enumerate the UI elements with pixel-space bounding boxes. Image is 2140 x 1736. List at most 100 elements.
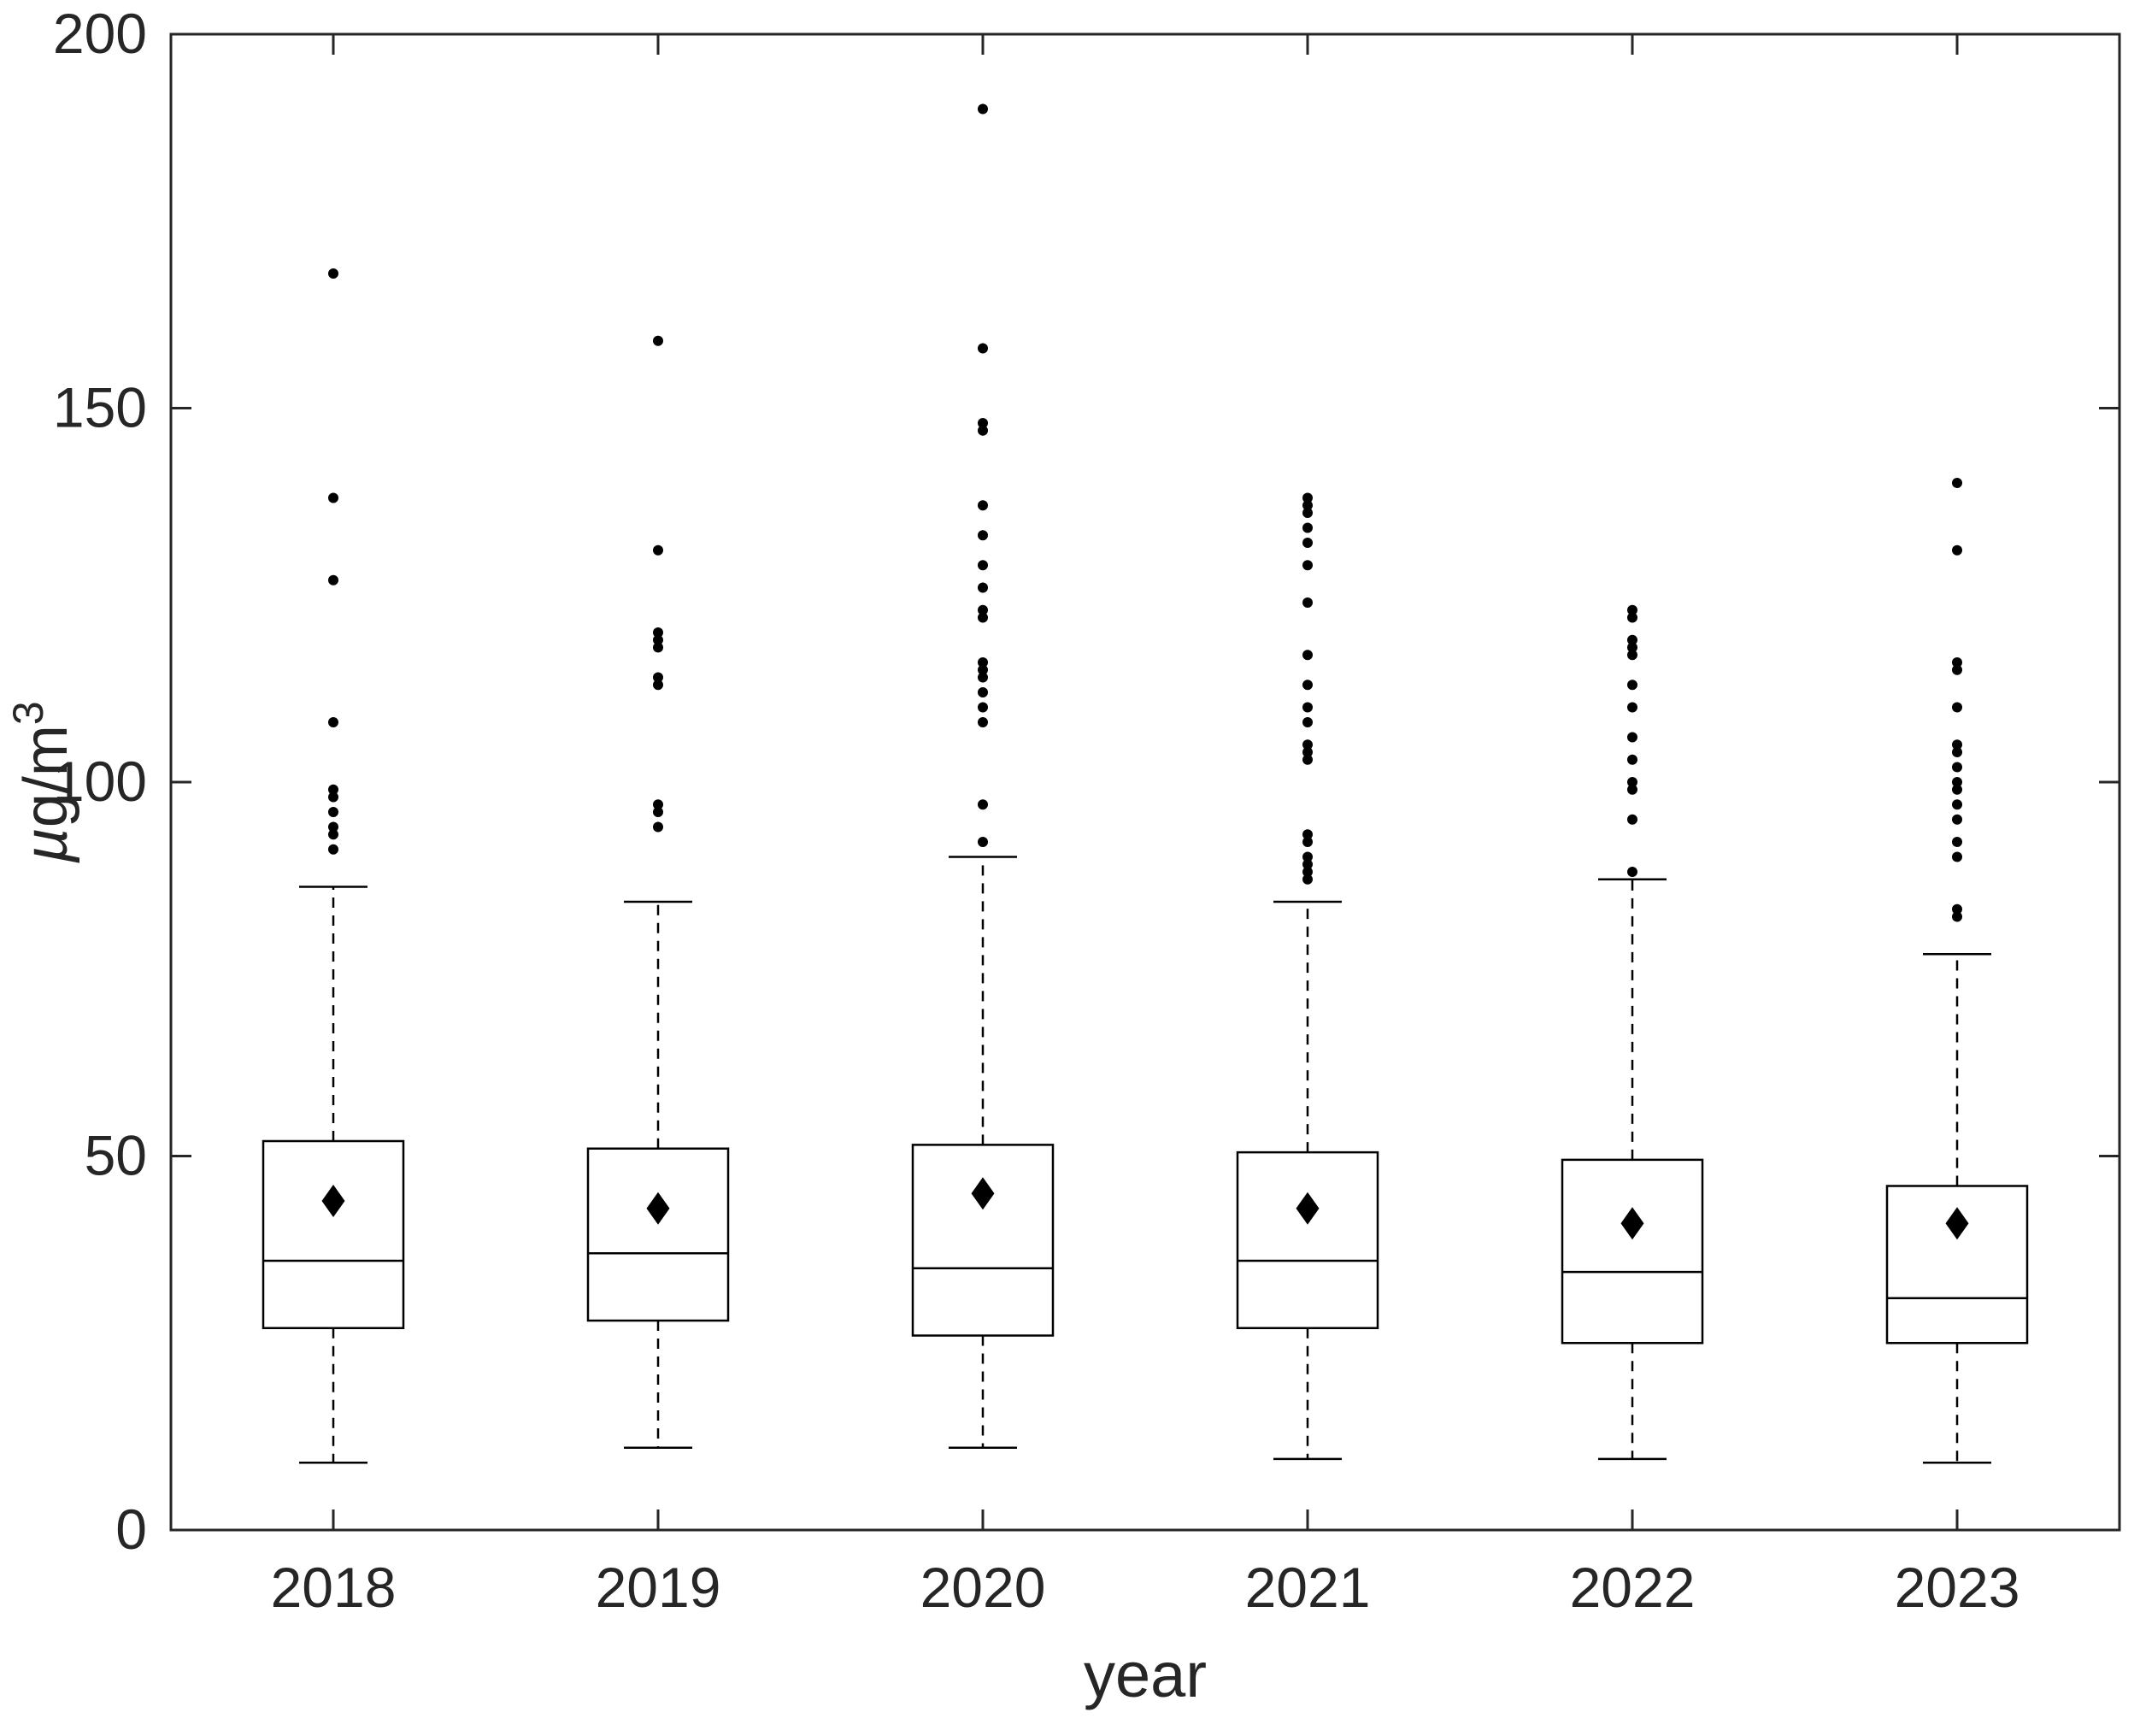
outlier-dot-2023 — [1952, 739, 1962, 750]
outlier-dot-2023 — [1952, 762, 1962, 773]
outlier-dot-2021 — [1302, 867, 1313, 877]
box-2020 — [911, 1144, 1055, 1337]
outlier-dot-2021 — [1302, 508, 1313, 518]
outlier-dot-2021 — [1302, 538, 1313, 548]
outlier-dot-2020 — [978, 582, 988, 593]
outlier-dot-2018 — [328, 829, 338, 840]
outlier-dot-2021 — [1302, 754, 1313, 765]
mean-marker-2020 — [971, 1177, 995, 1210]
outlier-dot-2018 — [328, 574, 338, 586]
outlier-dot-2022 — [1627, 702, 1637, 713]
box-2021 — [1236, 1150, 1379, 1329]
outlier-dot-2021 — [1302, 492, 1313, 503]
outlier-dot-2021 — [1302, 702, 1313, 713]
outlier-dot-2019 — [653, 544, 663, 556]
outlier-dot-2018 — [328, 807, 338, 817]
outlier-dot-2021 — [1302, 650, 1313, 661]
outlier-dot-2021 — [1302, 717, 1313, 727]
mean-marker-2022 — [1620, 1207, 1644, 1240]
outlier-dot-2019 — [653, 821, 663, 833]
x-tick-label: 2018 — [271, 1556, 397, 1619]
axes-box — [169, 32, 2121, 1532]
outlier-dot-2021 — [1302, 560, 1313, 571]
mean-marker-2023 — [1945, 1207, 1969, 1240]
outlier-dot-2020 — [978, 500, 988, 511]
outlier-dot-2021 — [1302, 874, 1313, 885]
outlier-dot-2022 — [1627, 777, 1637, 787]
outlier-dot-2019 — [653, 627, 663, 638]
outlier-dot-2023 — [1952, 747, 1962, 757]
outlier-dot-2021 — [1302, 597, 1313, 608]
outlier-dot-2022 — [1627, 754, 1637, 765]
outlier-dot-2023 — [1952, 851, 1962, 862]
outlier-dot-2019 — [653, 799, 663, 810]
outlier-dot-2021 — [1302, 680, 1313, 691]
outlier-dot-2023 — [1952, 478, 1962, 488]
outlier-dot-2018 — [328, 784, 338, 795]
outlier-dot-2021 — [1302, 739, 1313, 750]
y-tick-label: 200 — [53, 2, 147, 65]
outlier-dot-2021 — [1302, 837, 1313, 847]
outlier-dot-2023 — [1952, 657, 1962, 668]
y-tick-label: 100 — [53, 750, 147, 813]
outlier-dot-2020 — [978, 560, 988, 571]
outlier-dot-2018 — [328, 268, 338, 279]
outlier-dot-2020 — [978, 702, 988, 713]
boxplot-group-2021 — [1236, 492, 1379, 1461]
outlier-dot-2018 — [328, 717, 338, 727]
box-2022 — [1561, 1158, 1704, 1345]
y-tick-label: 150 — [53, 376, 147, 439]
outlier-dot-2019 — [653, 634, 663, 645]
outlier-dot-2020 — [978, 612, 988, 623]
outlier-dot-2023 — [1952, 702, 1962, 713]
outlier-dot-2022 — [1627, 604, 1637, 615]
boxplot-group-2020 — [911, 103, 1055, 1449]
outlier-dot-2021 — [1302, 522, 1313, 533]
mean-marker-2018 — [321, 1185, 345, 1217]
outlier-dot-2020 — [978, 664, 988, 675]
outlier-dot-2022 — [1627, 634, 1637, 645]
x-tick-label: 2023 — [1895, 1556, 2020, 1619]
outlier-dot-2019 — [653, 672, 663, 683]
y-tick-label: 50 — [85, 1124, 147, 1187]
boxplot-group-2022 — [1561, 604, 1704, 1461]
outlier-dot-2019 — [653, 335, 663, 346]
boxplot-group-2023 — [1885, 478, 2029, 1464]
outlier-dot-2021 — [1302, 829, 1313, 840]
outlier-dot-2023 — [1952, 903, 1962, 915]
outlier-dot-2023 — [1952, 799, 1962, 810]
outlier-dot-2020 — [978, 687, 988, 697]
chart-root: 0 50 100 150 200 2018 2019 2020 2021 2022 2023 — [53, 2, 2121, 1619]
outlier-dot-2019 — [653, 807, 663, 817]
outlier-dot-2018 — [328, 791, 338, 803]
outlier-dot-2021 — [1302, 851, 1313, 862]
outlier-dot-2023 — [1952, 837, 1962, 847]
x-tick-label: 2020 — [920, 1556, 1046, 1619]
outlier-dot-2019 — [653, 642, 663, 653]
outlier-dot-2022 — [1627, 784, 1637, 795]
x-tick-label: 2022 — [1570, 1556, 1696, 1619]
outlier-dot-2020 — [978, 657, 988, 668]
outlier-dot-2018 — [328, 844, 338, 855]
outlier-dot-2020 — [978, 103, 988, 115]
outlier-dot-2023 — [1952, 777, 1962, 787]
outlier-dot-2022 — [1627, 867, 1637, 877]
outlier-dot-2023 — [1952, 784, 1962, 795]
outlier-dot-2018 — [328, 492, 338, 503]
outlier-dot-2021 — [1302, 500, 1313, 511]
outlier-dot-2022 — [1627, 680, 1637, 691]
x-tick-label: 2021 — [1245, 1556, 1371, 1619]
outlier-dot-2022 — [1627, 650, 1637, 661]
x-tick-label: 2019 — [596, 1556, 721, 1619]
outlier-dot-2022 — [1627, 732, 1637, 743]
box-2019 — [586, 1147, 730, 1322]
boxplot-group-2018 — [262, 268, 405, 1464]
outlier-dot-2020 — [978, 530, 988, 541]
boxplot-group-2019 — [586, 335, 730, 1449]
outlier-dot-2022 — [1627, 612, 1637, 623]
x-axis-label: year — [1084, 1639, 1207, 1710]
outlier-dot-2018 — [328, 821, 338, 833]
outlier-dot-2020 — [978, 418, 988, 428]
